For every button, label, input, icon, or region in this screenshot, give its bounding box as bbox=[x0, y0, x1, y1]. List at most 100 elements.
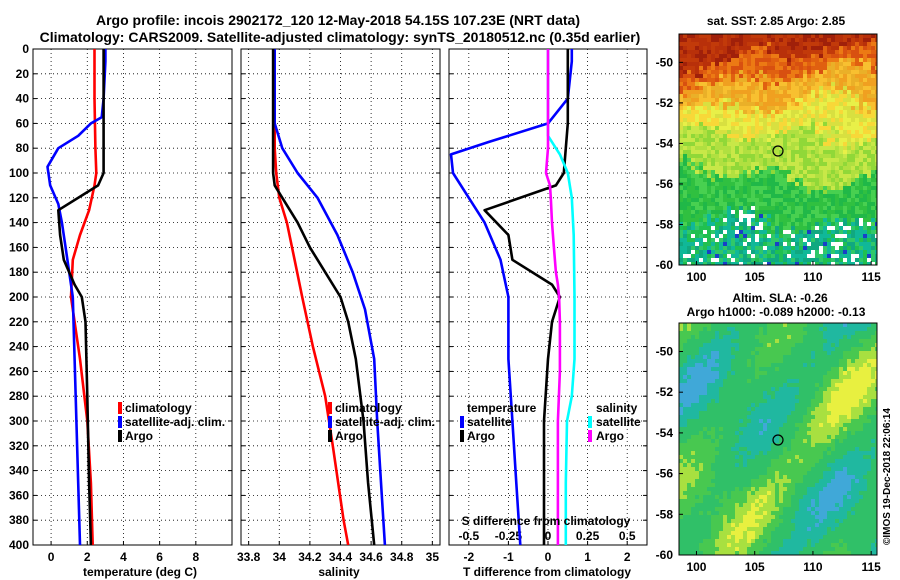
map-cell bbox=[695, 50, 699, 54]
map-cell bbox=[851, 162, 855, 166]
map-cell bbox=[715, 234, 719, 238]
map-cell bbox=[679, 54, 683, 58]
map-cell bbox=[783, 230, 787, 234]
map-cell bbox=[791, 254, 795, 258]
map-cell bbox=[703, 431, 707, 435]
map-cell bbox=[779, 218, 783, 222]
map-cell bbox=[691, 150, 695, 154]
map-cell bbox=[851, 387, 855, 391]
map-cell bbox=[847, 182, 851, 186]
map-cell bbox=[691, 230, 695, 234]
map-cell bbox=[875, 114, 877, 118]
map-cell bbox=[875, 86, 877, 90]
map-cell bbox=[711, 146, 715, 150]
map-cell bbox=[679, 419, 683, 423]
map-cell bbox=[759, 383, 763, 387]
map-cell bbox=[767, 42, 771, 46]
map-cell bbox=[703, 351, 707, 355]
map-cell bbox=[707, 46, 711, 50]
map-cell bbox=[839, 126, 843, 130]
map-cell bbox=[699, 387, 703, 391]
map-cell bbox=[791, 262, 795, 265]
map-cell bbox=[827, 371, 831, 375]
map-cell bbox=[799, 86, 803, 90]
map-cell bbox=[819, 50, 823, 54]
map-cell bbox=[731, 246, 735, 250]
map-cell bbox=[847, 66, 851, 70]
map-cell bbox=[767, 94, 771, 98]
map-cell bbox=[863, 74, 867, 78]
map-cell bbox=[835, 375, 839, 379]
map-cell bbox=[831, 170, 835, 174]
map-cell bbox=[747, 335, 751, 339]
map-cell bbox=[827, 166, 831, 170]
map-cell bbox=[807, 254, 811, 258]
x-tick-label: 8 bbox=[192, 550, 199, 564]
map-cell bbox=[727, 395, 731, 399]
map-cell bbox=[839, 399, 843, 403]
map-cell bbox=[859, 70, 863, 74]
map-cell bbox=[763, 186, 767, 190]
map-cell bbox=[767, 70, 771, 74]
map-cell bbox=[727, 130, 731, 134]
map-cell bbox=[779, 399, 783, 403]
map-cell bbox=[779, 435, 783, 439]
map-cell bbox=[735, 46, 739, 50]
map-cell bbox=[795, 331, 799, 335]
map-cell bbox=[807, 242, 811, 246]
map-cell bbox=[835, 54, 839, 58]
legend-swatch-temp-argo bbox=[460, 430, 464, 442]
map-cell bbox=[819, 138, 823, 142]
map-cell bbox=[815, 154, 819, 158]
map-cell bbox=[691, 198, 695, 202]
map-cell bbox=[743, 367, 747, 371]
map-cell bbox=[695, 70, 699, 74]
map-cell bbox=[723, 407, 727, 411]
map-cell bbox=[767, 146, 771, 150]
map-cell bbox=[703, 355, 707, 359]
map-cell bbox=[751, 371, 755, 375]
map-cell bbox=[851, 102, 855, 106]
map-cell bbox=[867, 110, 871, 114]
map-cell bbox=[819, 331, 823, 335]
map-cell bbox=[807, 114, 811, 118]
map-cell bbox=[763, 343, 767, 347]
map-cell bbox=[779, 379, 783, 383]
map-cell bbox=[715, 423, 719, 427]
map-cell bbox=[759, 198, 763, 202]
map-cell bbox=[863, 335, 867, 339]
map-cell bbox=[687, 242, 691, 246]
map-cell bbox=[763, 98, 767, 102]
map-cell bbox=[695, 94, 699, 98]
map-cell bbox=[719, 70, 723, 74]
map-cell bbox=[819, 335, 823, 339]
map-cell bbox=[779, 431, 783, 435]
map-cell bbox=[711, 339, 715, 343]
map-cell bbox=[815, 166, 819, 170]
map-cell bbox=[811, 74, 815, 78]
map-cell bbox=[695, 198, 699, 202]
map-cell bbox=[727, 246, 731, 250]
map-cell bbox=[851, 435, 855, 439]
map-cell bbox=[775, 391, 779, 395]
map-cell bbox=[755, 367, 759, 371]
map-cell bbox=[771, 198, 775, 202]
map-cell bbox=[727, 202, 731, 206]
map-cell bbox=[771, 407, 775, 411]
map-cell bbox=[739, 331, 743, 335]
map-cell bbox=[855, 435, 859, 439]
map-cell bbox=[731, 323, 735, 327]
map-cell bbox=[859, 142, 863, 146]
map-cell bbox=[699, 375, 703, 379]
map-cell bbox=[743, 323, 747, 327]
map-cell bbox=[723, 343, 727, 347]
map-cell bbox=[679, 395, 683, 399]
map-cell bbox=[859, 423, 863, 427]
map-cell bbox=[795, 54, 799, 58]
map-cell bbox=[827, 198, 831, 202]
map-cell bbox=[743, 238, 747, 242]
map-cell bbox=[783, 451, 787, 455]
map-cell bbox=[771, 383, 775, 387]
map-cell bbox=[763, 411, 767, 415]
map-cell bbox=[875, 323, 877, 327]
